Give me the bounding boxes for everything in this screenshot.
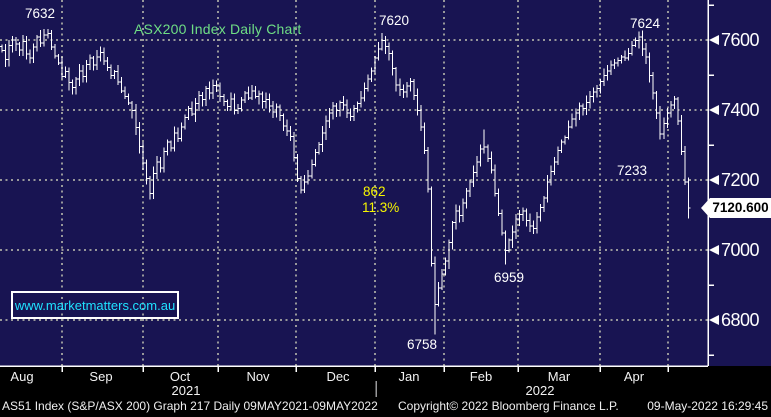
x-axis-month-dec: Dec [326,369,350,384]
annotation-decline-percent: 11.3% [362,200,400,215]
x-axis-month-sep: Sep [89,369,113,384]
annotation-jan-low: 6758 [406,337,438,352]
y-axis-label-7000: 7000 [721,240,760,260]
chart-title: ASX200 Index Daily Chart [134,21,302,37]
footer-timestamp: 09-May-2022 16:29:45 [647,399,768,413]
y-axis-tick-arrow [709,175,719,185]
annotation-apr-high: 7624 [629,16,661,31]
y-axis-label-7200: 7200 [721,170,760,190]
y-axis-tick-arrow [709,35,719,45]
x-axis-month-jan: Jan [398,369,420,384]
x-axis-month-oct: Oct [169,369,191,384]
y-axis-label-6800: 6800 [721,310,760,330]
x-axis-month-aug: Aug [10,369,34,384]
axis-footer-background [0,366,771,417]
x-axis-month-apr: Apr [623,369,645,384]
annotation-aug-high: 7632 [24,6,56,21]
y-axis-tick-arrow [709,315,719,325]
annotation-feb-low: 6959 [493,270,525,285]
last-price-tag: 7120.600 [710,197,771,218]
x-axis-month-nov: Nov [246,369,270,384]
annotation-decline-points: 862 [363,184,386,199]
marketmatters-link[interactable]: www.marketmatters.com.au [11,291,179,319]
x-axis-month-feb: Feb [469,369,493,384]
marketmatters-link-label: www.marketmatters.com.au [14,297,176,313]
annotation-jan-high: 7620 [378,13,410,28]
y-axis-tick-arrow [709,105,719,115]
y-axis-tick-arrow [709,245,719,255]
x-axis-year-2022: 2022 [525,383,555,398]
x-axis-year-2021: 2021 [171,383,201,398]
x-axis-month-mar: Mar [547,369,571,384]
footer-copyright-text: Copyright© 2022 Bloomberg Finance L.P. [398,399,619,413]
y-axis-label-7400: 7400 [721,100,760,120]
footer-instrument-text: AS51 Index (S&P/ASX 200) Graph 217 Daily… [2,399,378,413]
y-axis-label-7600: 7600 [721,30,760,50]
annotation-level-7233: 7233 [616,163,648,178]
